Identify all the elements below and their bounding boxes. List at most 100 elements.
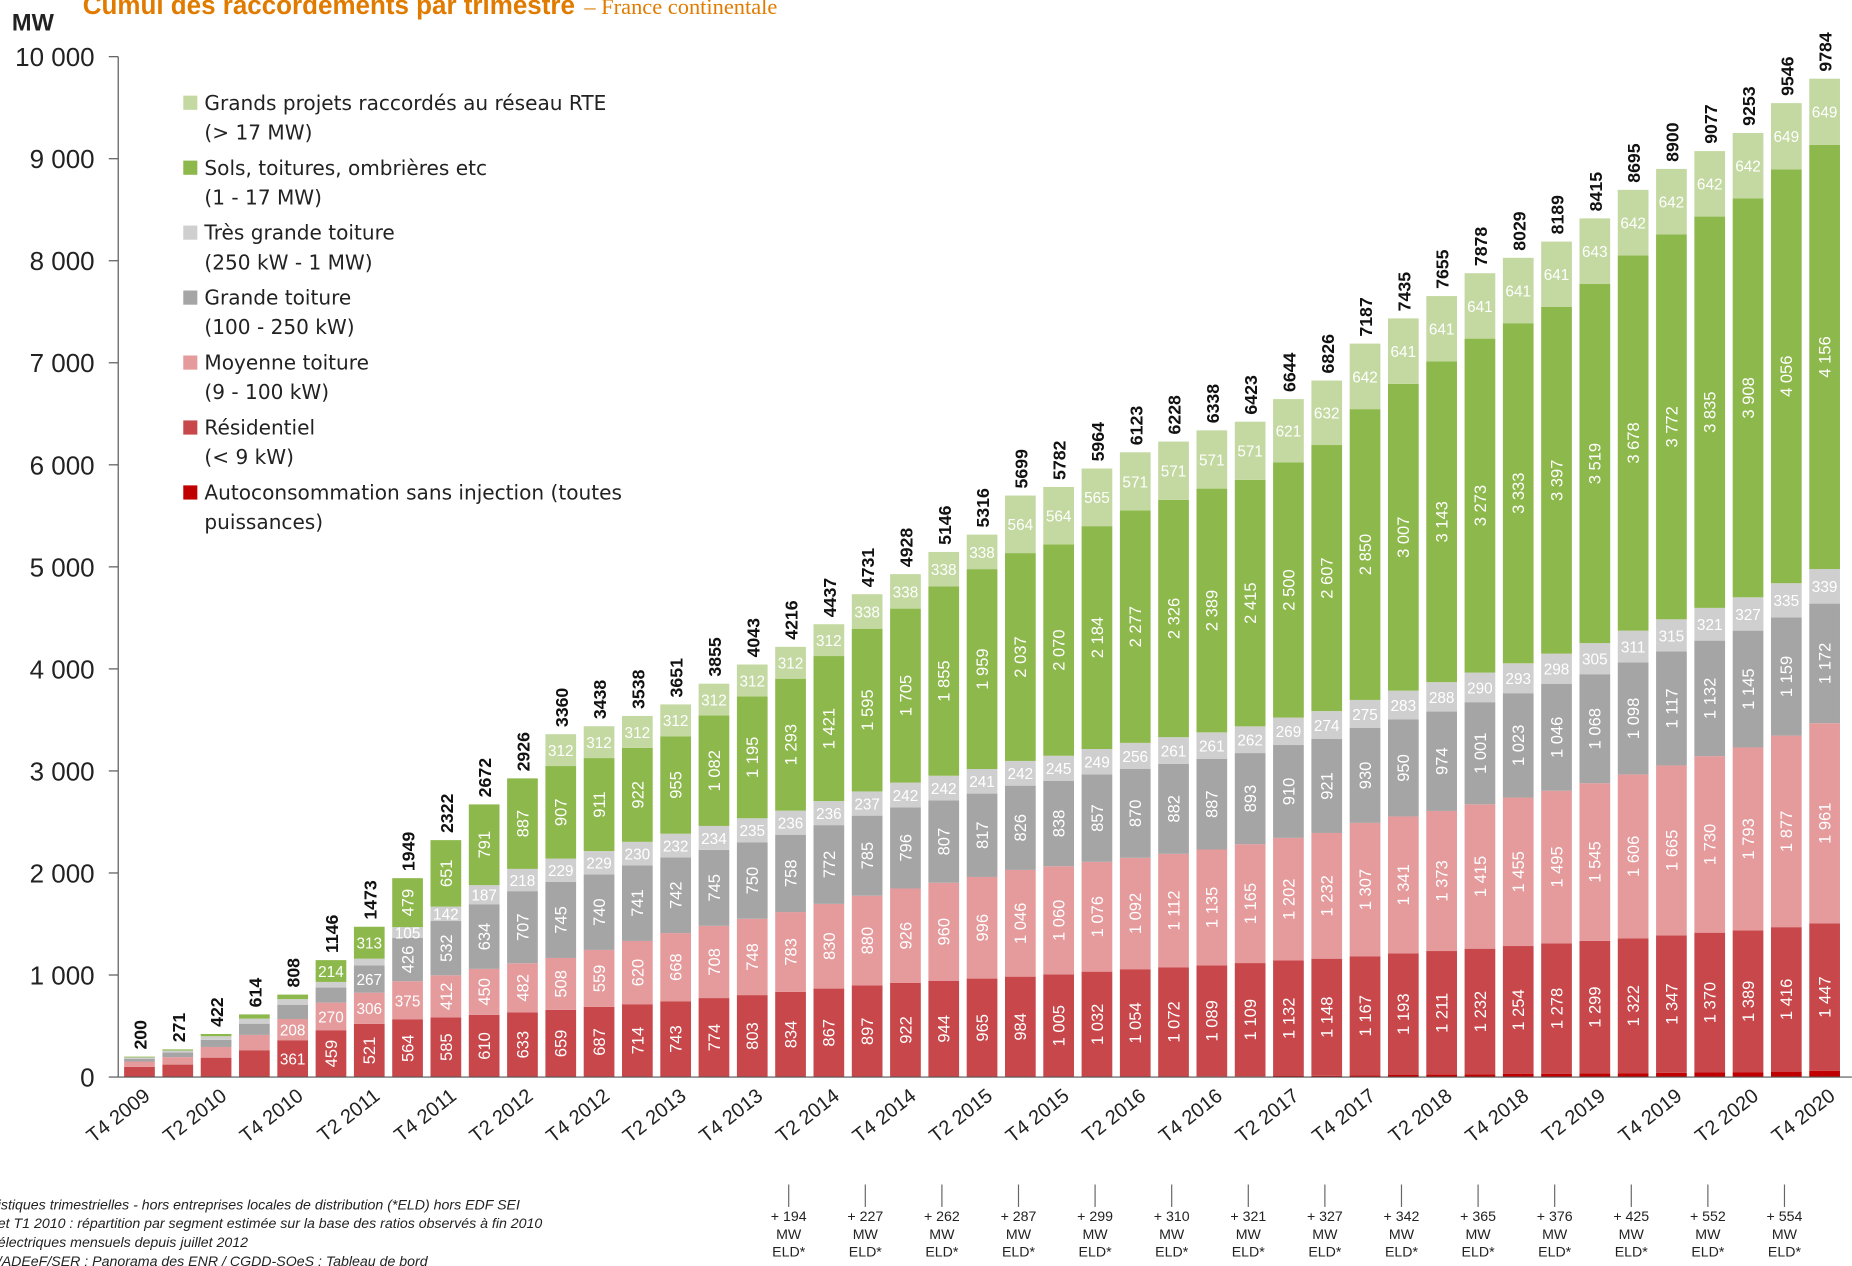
segment-label: 242 [931, 781, 957, 798]
bar-segment [813, 988, 845, 1078]
legend-swatch [183, 485, 198, 500]
segment-label: 532 [437, 934, 456, 962]
segment-label: 930 [1356, 762, 1375, 790]
bar-segment [162, 1050, 194, 1053]
bar-segment [583, 1006, 615, 1078]
segment-label: 3 273 [1471, 485, 1490, 526]
bar-segment [1809, 723, 1840, 924]
bar-segment [736, 842, 768, 919]
segment-label: 741 [628, 889, 647, 917]
segment-label: 708 [705, 948, 724, 976]
segment-label: 270 [318, 1009, 344, 1026]
segment-label: 230 [625, 846, 651, 863]
eld-annotation: + 327 [1307, 1209, 1343, 1225]
legend-swatch [183, 225, 198, 240]
legend-item: Moyenne toiture (9 - 100 kW) [183, 350, 679, 415]
eld-annotation: MW [1006, 1227, 1032, 1243]
bar-segment [1158, 967, 1189, 1077]
segment-label: 922 [896, 1016, 915, 1044]
eld-annotation: ELD* [1462, 1245, 1496, 1261]
bar-segment [1809, 144, 1840, 570]
total-label: 1949 [399, 832, 419, 872]
total-label: 4216 [782, 600, 802, 640]
bar-segment [736, 918, 768, 996]
bar-segment [353, 992, 385, 1024]
segment-label: 642 [1659, 195, 1685, 212]
bar-segment [1770, 617, 1802, 736]
bar-segment [124, 1058, 155, 1062]
bar-segment [1311, 1075, 1343, 1078]
bar-segment [890, 807, 921, 889]
bar-segment [1081, 526, 1113, 749]
bar-segment [890, 574, 921, 609]
segment-label: 642 [1352, 369, 1378, 386]
bar-segment [1464, 338, 1496, 673]
bar-segment [1311, 832, 1343, 959]
segment-label: 2 070 [1050, 629, 1069, 670]
segment-label: 229 [586, 856, 612, 873]
segment-label: 1 167 [1356, 995, 1375, 1036]
bar-segment [928, 800, 960, 883]
segment-label: 641 [1391, 344, 1417, 361]
segment-label: 897 [858, 1018, 877, 1046]
legend-label: Moyenne toiture (9 - 100 kW) [204, 351, 369, 406]
segment-label: 3 519 [1586, 443, 1605, 484]
segment-label: 3 908 [1739, 377, 1758, 418]
total-label: 8415 [1586, 172, 1606, 212]
total-label: 9546 [1777, 56, 1797, 96]
bar-segment [851, 895, 883, 986]
bar-segment [660, 933, 692, 1002]
bar-segment [1426, 951, 1457, 1075]
segment-label: 649 [1774, 129, 1800, 146]
segment-label: 312 [701, 693, 727, 710]
bar-segment [277, 999, 309, 1005]
segment-label: 312 [625, 725, 651, 742]
bar-segment [736, 818, 768, 843]
bar-segment [736, 664, 768, 697]
segment-label: 907 [552, 799, 571, 827]
y-tick-label: 6 000 [30, 450, 95, 480]
segment-label: 293 [1505, 671, 1531, 688]
bar-segment [1158, 499, 1189, 738]
bar-segment [851, 628, 883, 792]
bar-segment [1349, 956, 1381, 1076]
bar-segment [315, 987, 347, 1003]
bar-segment [1004, 760, 1036, 786]
bar-segment [1579, 674, 1611, 784]
segment-label: 882 [1164, 795, 1183, 823]
eld-annotation: MW [1083, 1227, 1109, 1243]
segment-label: 1 072 [1164, 1001, 1183, 1042]
segment-label: 312 [739, 673, 765, 690]
segment-label: 229 [548, 863, 574, 880]
segment-label: 632 [1314, 406, 1340, 423]
bar-segment [1273, 399, 1304, 463]
segment-label: 887 [513, 810, 532, 838]
segment-label: 338 [969, 545, 995, 562]
bar-segment [622, 747, 653, 842]
bar-segment [1349, 409, 1381, 700]
bar-segment [277, 1004, 309, 1019]
total-label: 3538 [628, 669, 648, 709]
segment-label: 1 195 [743, 737, 762, 778]
bar-segment [1502, 663, 1534, 694]
bar-segment [392, 927, 423, 938]
segment-label: 1 148 [1318, 997, 1337, 1038]
segment-label: 1 132 [1701, 678, 1720, 719]
legend-label: Résidentiel (< 9 kW) [204, 416, 316, 471]
bar-segment [1732, 198, 1764, 598]
segment-label: 758 [781, 860, 800, 888]
eld-annotation: MW [929, 1227, 955, 1243]
bar-segment [1273, 837, 1304, 961]
segment-label: 1 046 [1011, 903, 1030, 944]
bar-segment [1656, 168, 1687, 235]
bar-segment [928, 586, 960, 776]
bar-segment [1732, 630, 1764, 748]
bar-segment [660, 704, 692, 737]
bar-segment [1541, 943, 1572, 1074]
segment-label: 807 [935, 828, 954, 856]
bar-segment [622, 865, 653, 941]
bar-segment [507, 963, 538, 1013]
bar-segment [966, 569, 998, 769]
bar-segment [1770, 1071, 1802, 1078]
segment-label: 960 [935, 918, 954, 946]
